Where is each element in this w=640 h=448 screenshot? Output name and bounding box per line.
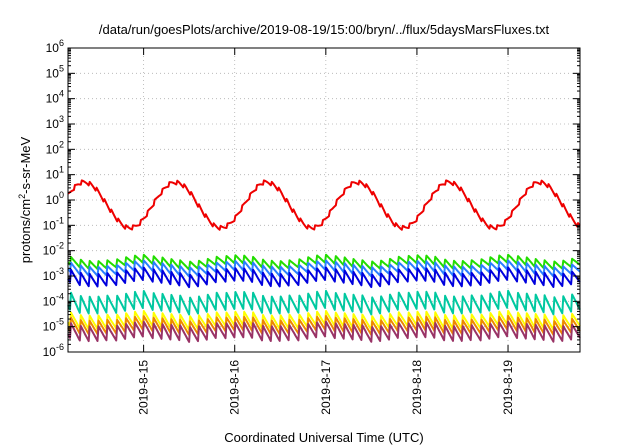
y-axis-title: protons/cm2-s-sr-MeV: [17, 136, 33, 263]
y-tick-label: 104: [46, 89, 64, 106]
series-line: [67, 179, 581, 231]
chart-title: /data/run/goesPlots/archive/2019-08-19/1…: [99, 22, 550, 37]
y-tick-label: 106: [46, 38, 64, 55]
y-tick-label: 103: [46, 114, 64, 131]
x-tick-label: 2019-8-16: [228, 360, 242, 415]
x-tick-label: 2019-8-15: [137, 360, 151, 415]
series-line: [67, 320, 581, 343]
series-line: [67, 289, 581, 316]
x-axis-title: Coordinated Universal Time (UTC): [224, 430, 423, 445]
y-tick-label: 10-3: [43, 266, 64, 283]
y-axis-ticks: 10-6 10-5 10-4 10-3 10-2 10-1 100 101 102 103 104 1…: [43, 38, 580, 359]
y-tick-label: 10-2: [43, 241, 64, 258]
grid-lines: [68, 48, 580, 352]
x-axis-ticks: 2019-8-15 2019-8-16 2019-8-17 2019-8-18 2019…: [137, 48, 515, 415]
y-tick-label: 10-6: [43, 342, 64, 359]
y-tick-label: 10-5: [43, 317, 64, 334]
y-tick-label: 102: [46, 139, 64, 156]
y-tick-label: 10-4: [43, 291, 64, 308]
series-line: [67, 314, 581, 336]
y-tick-label: 100: [46, 190, 64, 207]
x-tick-label: 2019-8-18: [410, 360, 424, 415]
y-tick-label: 101: [46, 165, 64, 182]
y-tick-label: 10-1: [43, 215, 64, 232]
series-line: [67, 266, 581, 289]
series-line: [67, 259, 581, 278]
series-line: [67, 253, 581, 271]
x-tick-label: 2019-8-17: [319, 360, 333, 415]
y-tick-label: 105: [46, 63, 64, 80]
x-tick-label: 2019-8-19: [501, 360, 515, 415]
data-series-group: [67, 179, 581, 343]
